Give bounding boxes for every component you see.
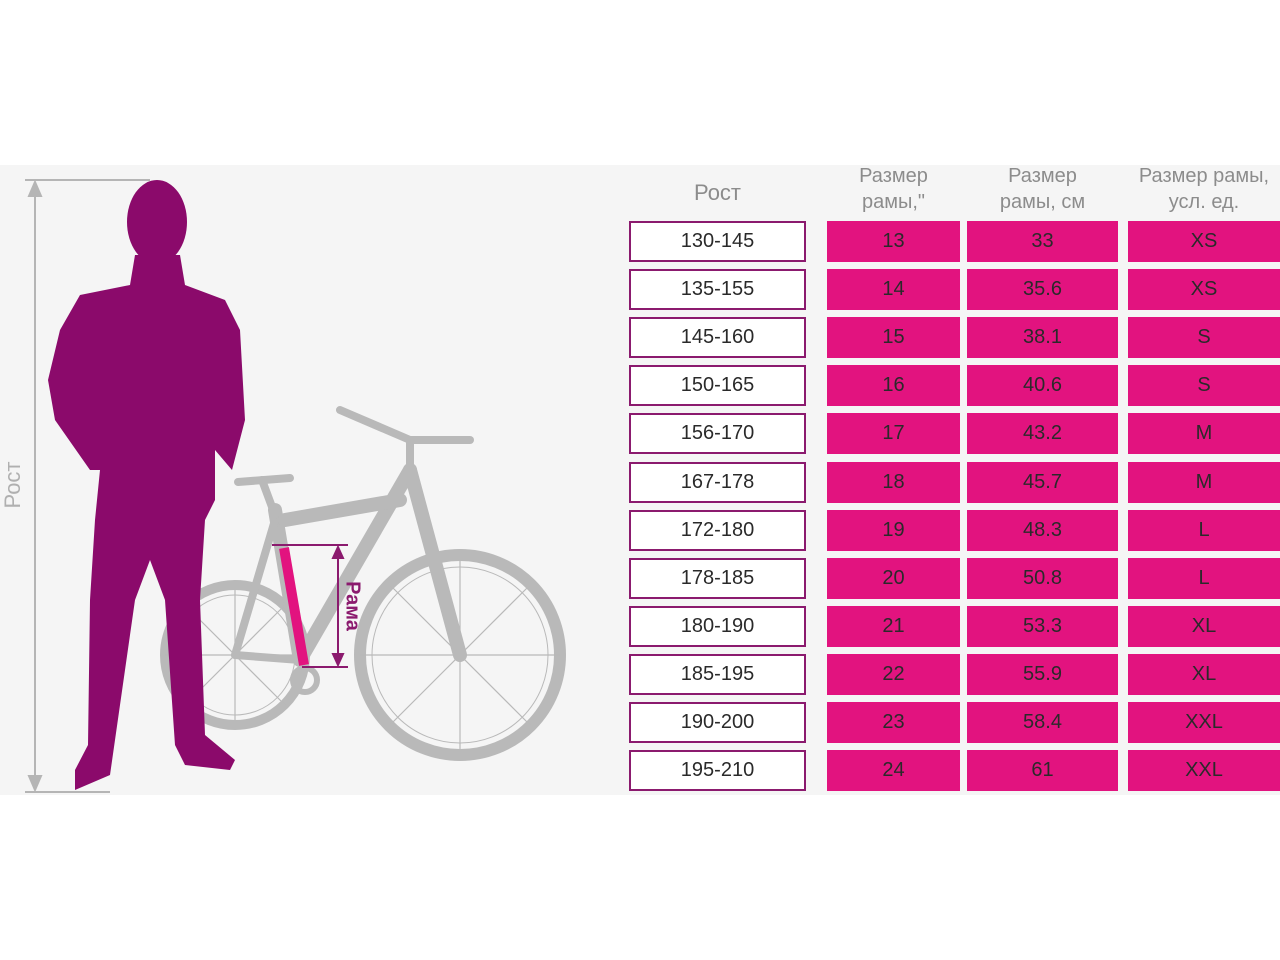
column-header: Размер рамы, усл. ед.: [1138, 165, 1270, 213]
size-cell: L: [1128, 509, 1280, 551]
size-cell: 53.3: [967, 605, 1118, 647]
height-cell: 167-178: [629, 461, 806, 503]
height-cell: 150-165: [629, 365, 806, 407]
height-cell: 135-155: [629, 269, 806, 311]
size-cell: 45.7: [967, 461, 1118, 503]
height-cell: 185-195: [629, 653, 806, 695]
size-cell: 38.1: [967, 317, 1118, 359]
height-cell: 145-160: [629, 317, 806, 359]
size-cell: XL: [1128, 605, 1280, 647]
size-cell: 22: [827, 653, 960, 695]
size-cell: 15: [827, 317, 960, 359]
column-header: Размер рамы, см: [999, 165, 1086, 213]
height-arrow: [25, 179, 150, 793]
size-cell: 48.3: [967, 509, 1118, 551]
frame-arrow: [272, 544, 348, 668]
size-cell: 24: [827, 750, 960, 792]
size-cell: 16: [827, 365, 960, 407]
size-cell: 40.6: [967, 365, 1118, 407]
size-cell: 50.8: [967, 557, 1118, 599]
size-cell: XS: [1128, 221, 1280, 262]
size-cell: 35.6: [967, 269, 1118, 311]
height-cell: 130-145: [629, 221, 806, 262]
bike: [160, 406, 566, 761]
size-cell: XL: [1128, 653, 1280, 695]
size-cell: XS: [1128, 269, 1280, 311]
size-cell: 61: [967, 750, 1118, 792]
size-cell: 23: [827, 702, 960, 743]
size-cell: 13: [827, 221, 960, 262]
size-cell: 21: [827, 605, 960, 647]
height-cell: 195-210: [629, 750, 806, 792]
height-cell: 172-180: [629, 509, 806, 551]
column-header: Размер рамы,": [859, 165, 928, 213]
height-label: Рост: [0, 461, 25, 508]
height-cell: 156-170: [629, 413, 806, 455]
height-cell: 190-200: [629, 702, 806, 743]
size-cell: S: [1128, 317, 1280, 359]
person-silhouette: [48, 180, 245, 790]
height-cell: 178-185: [629, 557, 806, 599]
size-cell: S: [1128, 365, 1280, 407]
illustration: Рост: [0, 179, 566, 793]
size-cell: 14: [827, 269, 960, 311]
size-cell: 43.2: [967, 413, 1118, 455]
height-cell: 180-190: [629, 605, 806, 647]
size-cell: L: [1128, 557, 1280, 599]
size-cell: 20: [827, 557, 960, 599]
size-cell: XXL: [1128, 702, 1280, 743]
frame-label: Рама: [342, 581, 364, 632]
size-cell: 18: [827, 461, 960, 503]
size-cell: 19: [827, 509, 960, 551]
size-cell: XXL: [1128, 750, 1280, 792]
frame-highlight: [279, 547, 309, 666]
size-cell: 58.4: [967, 702, 1118, 743]
size-cell: M: [1128, 413, 1280, 455]
size-cell: 17: [827, 413, 960, 455]
size-cell: M: [1128, 461, 1280, 503]
column-header: Рост: [693, 180, 742, 205]
size-cell: 55.9: [967, 653, 1118, 695]
size-cell: 33: [967, 221, 1118, 262]
